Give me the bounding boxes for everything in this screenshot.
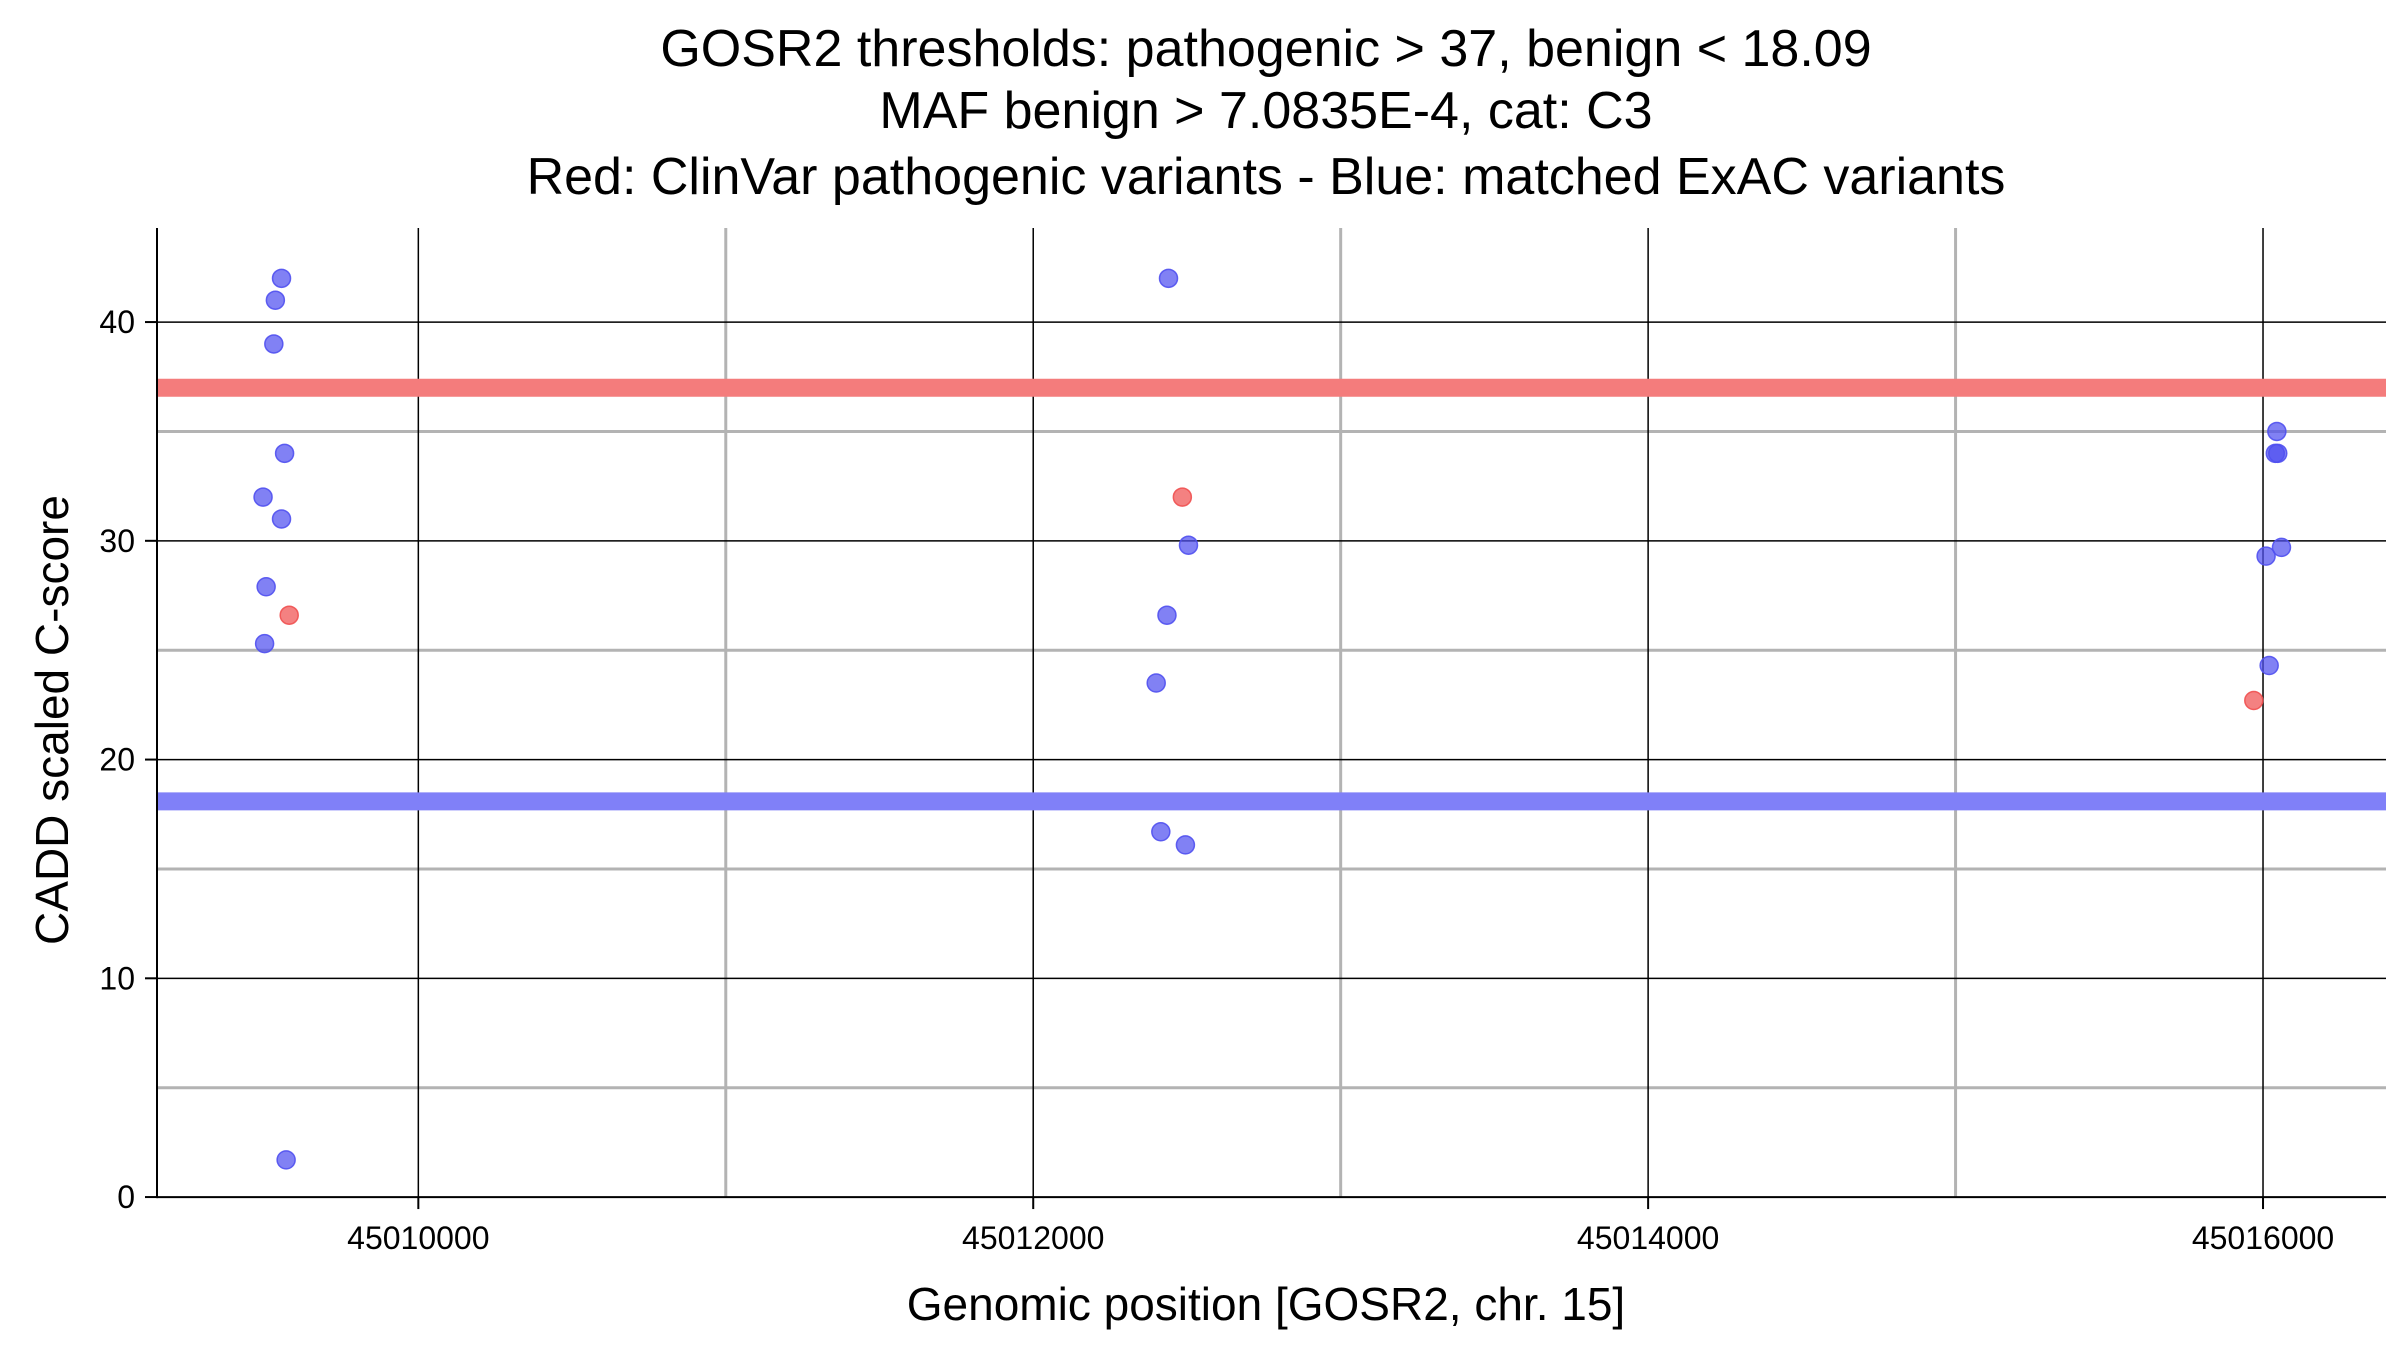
exac-point — [256, 577, 276, 597]
exac-point — [1175, 835, 1196, 855]
chart-title-line-2: MAF benign > 7.0835E-4, cat: C3 — [879, 82, 1652, 140]
exac-point — [2268, 443, 2288, 464]
y-tick-label: 20 — [99, 742, 135, 778]
threshold-lines — [157, 378, 2386, 811]
exac-point — [1158, 268, 1179, 289]
clinvar-point — [1172, 487, 1193, 507]
clinvar-point — [279, 605, 299, 625]
exac-point — [2256, 546, 2276, 566]
y-tick-label: 40 — [99, 304, 135, 340]
major-gridlines — [157, 228, 2386, 1198]
y-tick-label: 10 — [99, 960, 135, 996]
y-tick-label: 0 — [117, 1179, 135, 1215]
minor-gridlines — [157, 228, 2386, 1198]
exac-point — [274, 443, 295, 464]
chart-title-line-1: GOSR2 thresholds: pathogenic > 37, benig… — [660, 20, 1871, 78]
exac-point — [2267, 421, 2287, 442]
tick-labels: 0 10 20 30 40 45010000 45012000 45014000 4501600… — [99, 304, 2334, 1256]
exac-point — [276, 1150, 296, 1170]
exac-point — [271, 509, 292, 529]
x-tick-label: 45012000 — [962, 1220, 1104, 1256]
y-tick-label: 30 — [99, 523, 135, 559]
exac-point — [2259, 655, 2279, 676]
chart-title: GOSR2 thresholds: pathogenic > 37, benig… — [527, 20, 2006, 206]
exac-point — [271, 268, 292, 289]
chart-title-line-3: Red: ClinVar pathogenic variants - Blue:… — [527, 148, 2006, 206]
clinvar-point — [2244, 690, 2264, 711]
x-tick-label: 45014000 — [1577, 1220, 1719, 1256]
axes — [156, 228, 2386, 1199]
x-axis-title: Genomic position [GOSR2, chr. 15] — [907, 1278, 1625, 1330]
exac-point — [264, 334, 284, 354]
x-tick-label: 45010000 — [347, 1220, 489, 1256]
exac-point — [2271, 537, 2292, 558]
x-tick-label: 45016000 — [2192, 1220, 2334, 1256]
exac-point — [1178, 535, 1199, 555]
exac-point — [265, 290, 286, 310]
exac-point — [1146, 673, 1166, 693]
data-points — [253, 268, 2292, 1170]
exac-point — [1157, 605, 1177, 625]
exac-point — [253, 487, 273, 507]
y-axis-title: CADD scaled C-score — [26, 495, 78, 945]
exac-point — [1151, 822, 1171, 842]
exac-point — [254, 633, 275, 654]
